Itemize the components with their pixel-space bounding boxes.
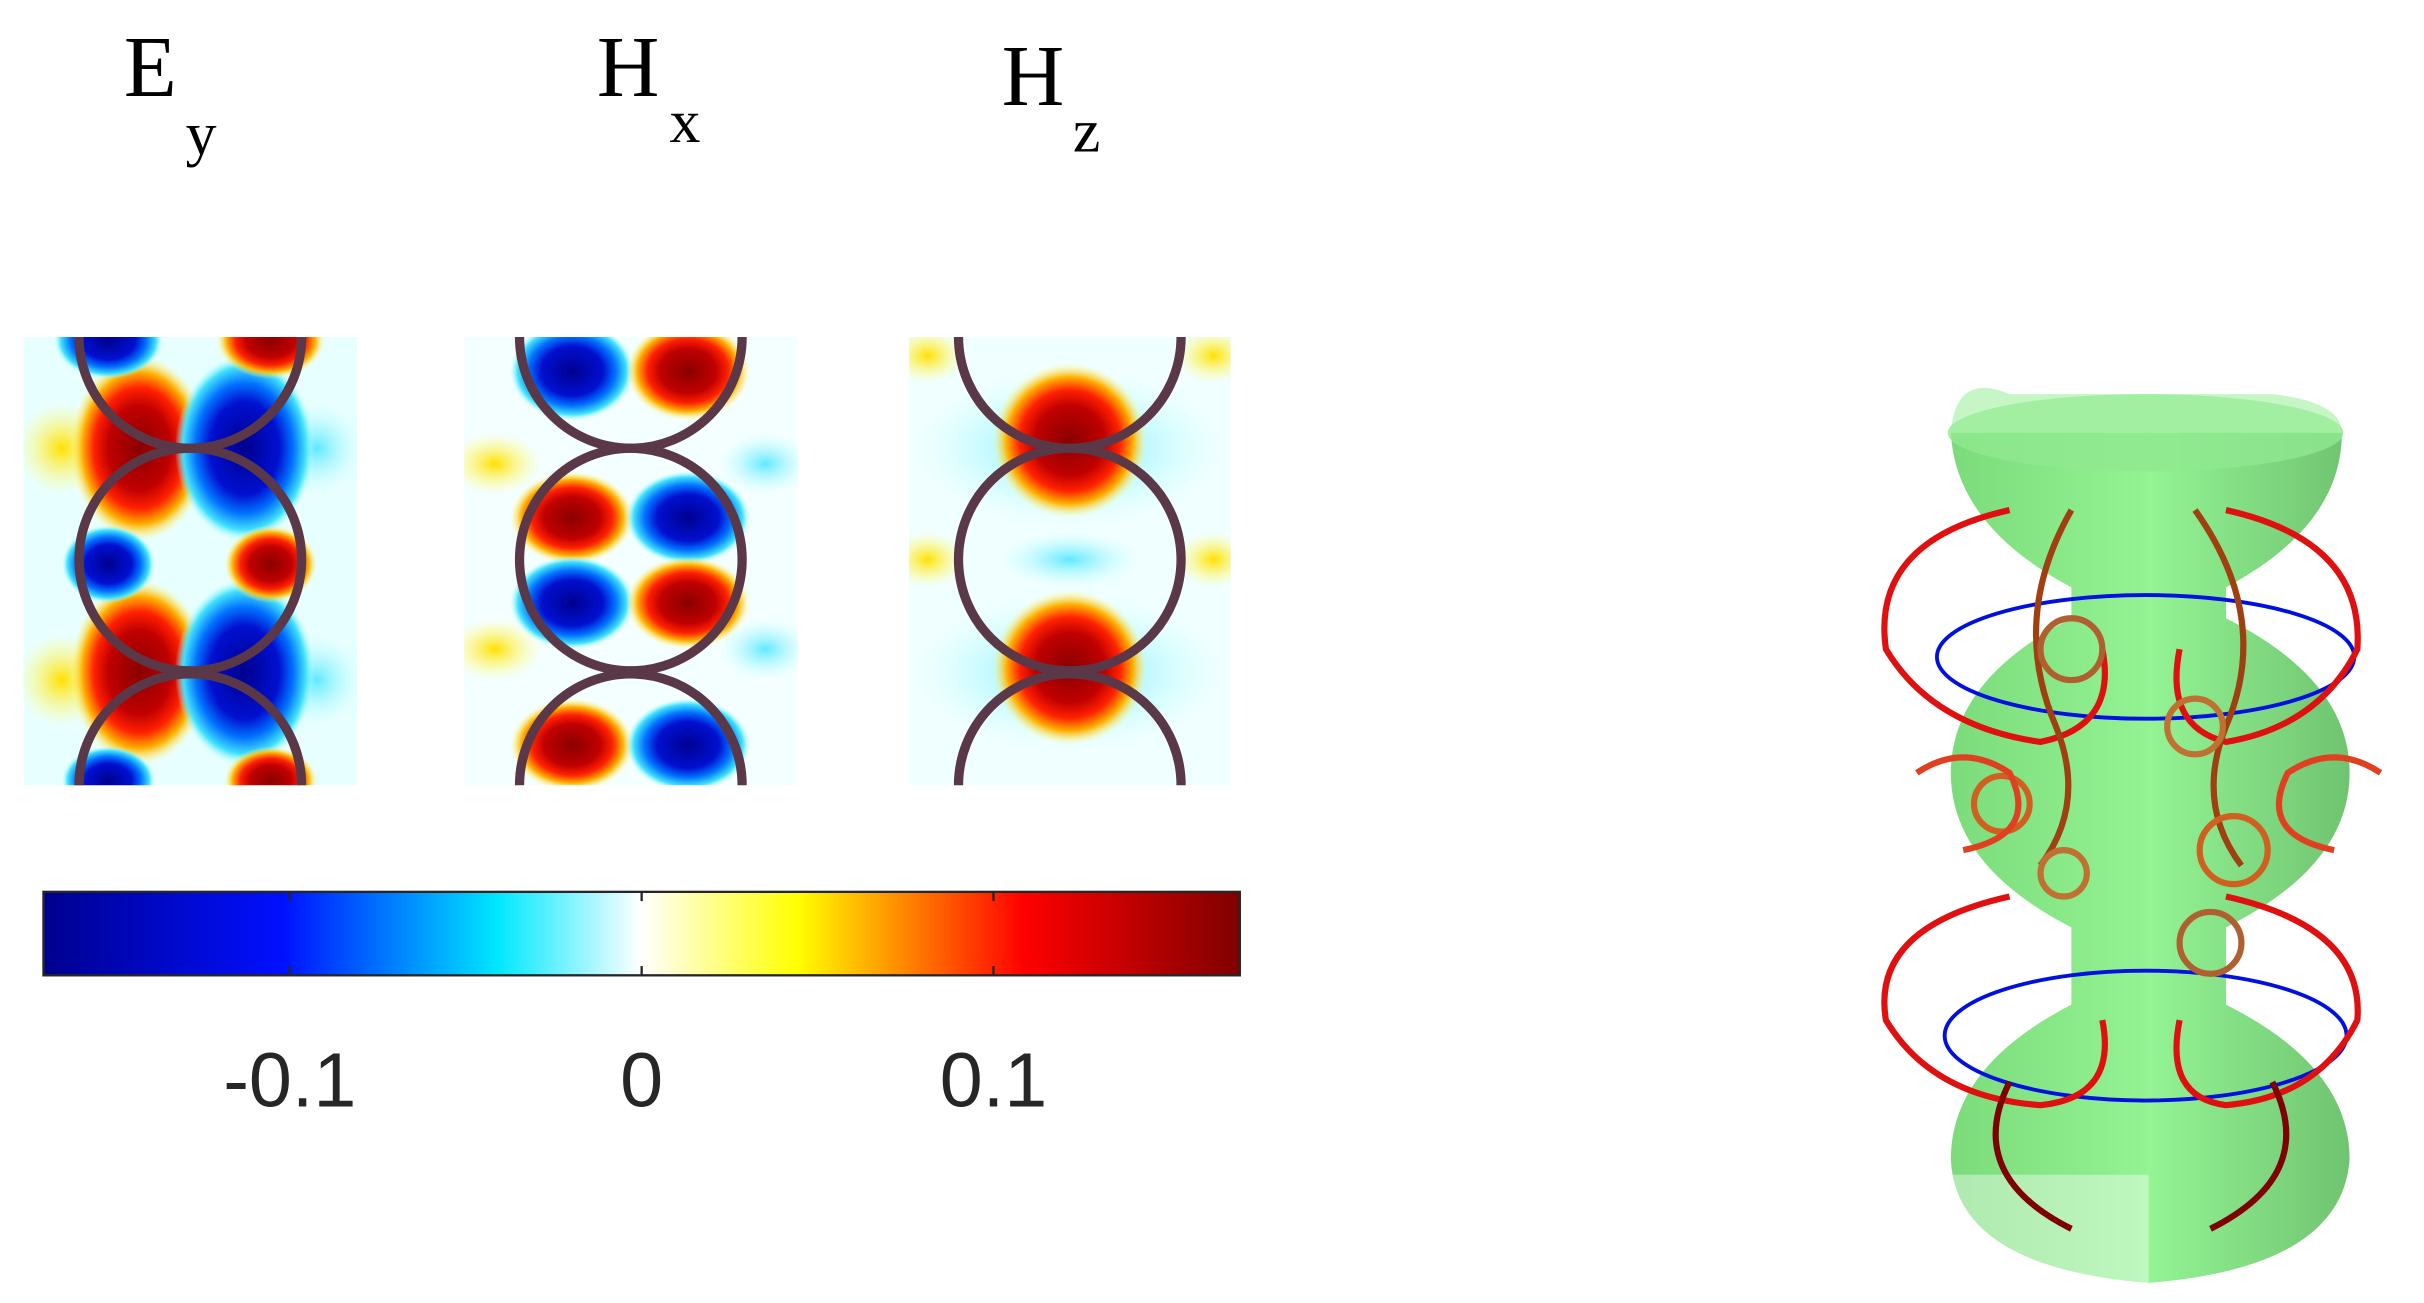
field-map-hx — [463, 336, 798, 786]
panel-subscript: y — [186, 101, 217, 169]
colorbar — [42, 890, 1241, 977]
colorbar-tick-label: -0.1 — [223, 1038, 356, 1124]
field-map-hz — [909, 336, 1231, 786]
panel-subscript: z — [1073, 97, 1100, 165]
3d-field-lines — [1881, 387, 2383, 1283]
colorbar-tick-label: 0.1 — [940, 1038, 1047, 1124]
colorbar-tick-label: 0 — [620, 1038, 663, 1124]
panel-subscript: x — [669, 88, 700, 156]
panel-label: E — [124, 19, 177, 115]
panel-label: H — [1002, 28, 1065, 124]
panel-label: H — [597, 19, 660, 115]
field-map-ey — [23, 336, 358, 786]
